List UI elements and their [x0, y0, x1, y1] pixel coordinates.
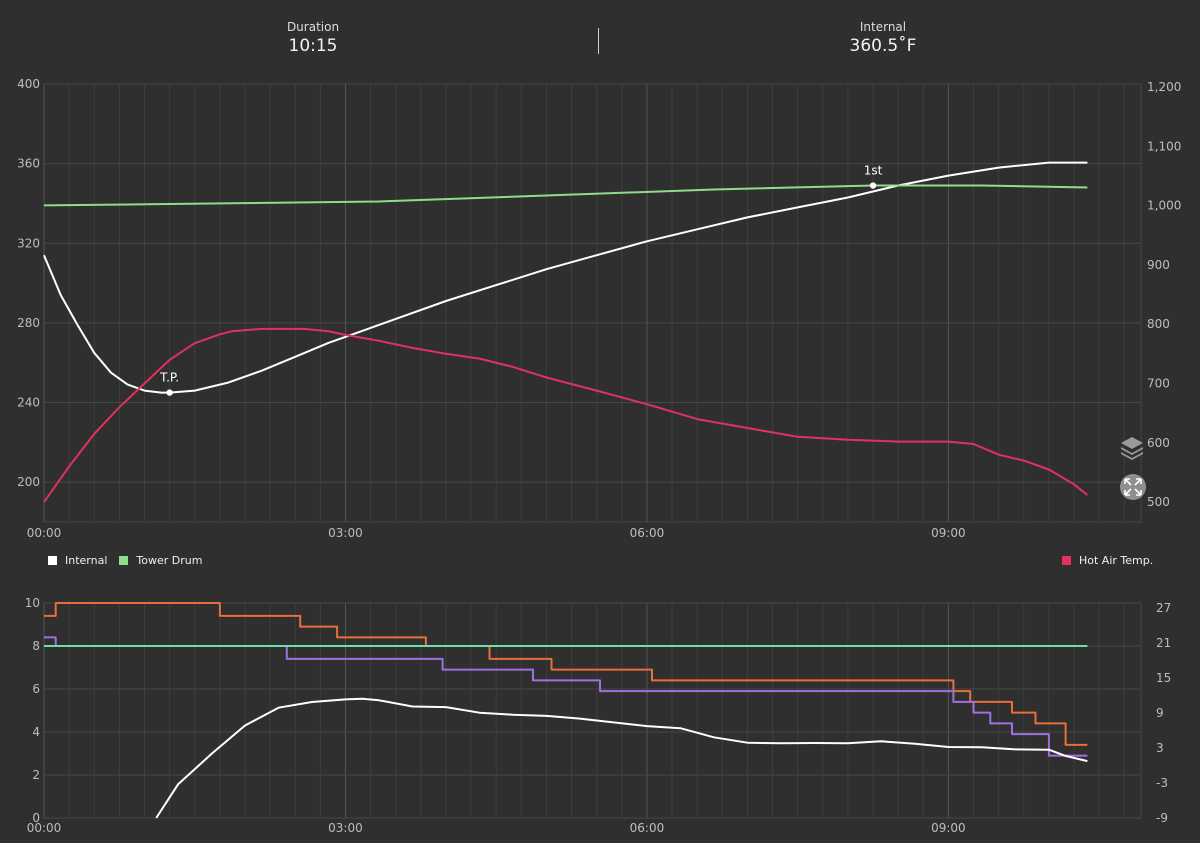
x-tick-label: 03:00 [328, 526, 363, 540]
legend-swatch [1062, 556, 1071, 565]
x-tick-label: 09:00 [931, 821, 966, 835]
y-right-tick-label: 900 [1147, 258, 1170, 272]
y-right-tick-label: 9 [1156, 706, 1164, 720]
y-left-tick-label: 4 [32, 725, 40, 739]
y-right-tick-label: 800 [1147, 317, 1170, 331]
y-right-tick-label: 15 [1156, 671, 1171, 685]
legend-label: Tower Drum [136, 554, 203, 567]
legend-swatch [48, 556, 57, 565]
legend-item[interactable]: Internal [48, 554, 107, 567]
y-right-tick-label: -9 [1156, 811, 1168, 825]
legend-item[interactable]: Hot Air Temp. [1062, 554, 1153, 567]
series-line-tower-drum [43, 184, 1088, 207]
y-left-tick-label: 10 [25, 596, 40, 610]
main-chart[interactable]: 00:00 03:00 06:00 09:00 200 240 280 320 360 400 50… [0, 0, 1200, 545]
internal-value: 360.5˚F [849, 36, 917, 56]
y-left-tick-label: 8 [32, 639, 40, 653]
expand-icon [1124, 478, 1142, 496]
y-right-tick-label: -3 [1156, 776, 1168, 790]
y-right-tick-label: 600 [1147, 436, 1170, 450]
y-left-tick-label: 200 [17, 475, 40, 489]
duration-value: 10:15 [288, 36, 338, 56]
legend-label: Internal [65, 554, 108, 567]
legend-item[interactable]: Tower Drum [119, 554, 202, 567]
y-right-tick-label: 500 [1147, 495, 1170, 509]
layers-icon [1121, 437, 1143, 460]
y-left-tick-label: 2 [32, 768, 40, 782]
x-tick-label: 00:00 [27, 821, 62, 835]
legend-right: Hot Air Temp. [1062, 554, 1165, 567]
series-line-purple-step [44, 636, 1088, 757]
x-tick-label: 03:00 [328, 821, 363, 835]
legend-label: Hot Air Temp. [1079, 554, 1154, 567]
y-right-tick-label: 21 [1156, 636, 1171, 650]
annotation-point [166, 389, 173, 396]
stats-header: Duration 10:15 Internal 360.5˚F [0, 0, 1200, 70]
series-line-orange-step [44, 602, 1088, 746]
x-tick-label: 00:00 [27, 526, 62, 540]
duration-label: Duration [286, 20, 340, 34]
legend-swatch [119, 556, 129, 565]
y-right-tick-label: 1,200 [1147, 80, 1181, 94]
internal-stat: Internal 360.5˚F [763, 20, 1003, 56]
y-left-tick-label: 6 [32, 682, 40, 696]
x-tick-label: 06:00 [630, 526, 665, 540]
expand-button[interactable] [1120, 474, 1146, 500]
y-right-tick-label: 1,000 [1147, 199, 1181, 213]
y-right-tick-label: 27 [1156, 601, 1171, 615]
y-right-tick-label: 3 [1156, 741, 1164, 755]
plot-area [43, 602, 1142, 819]
y-left-tick-label: 0 [32, 811, 40, 825]
y-left-tick-label: 400 [17, 77, 40, 91]
y-right-tick-label: 1,100 [1147, 139, 1181, 153]
x-tick-label: 09:00 [931, 526, 966, 540]
y-left-tick-label: 360 [17, 157, 40, 171]
series-line-white-noisy [155, 697, 1088, 819]
y-left-tick-label: 320 [17, 236, 40, 250]
series-line-hot-air-temp- [43, 327, 1089, 503]
annotation-label: T.P. [159, 371, 179, 385]
annotation-point [869, 182, 877, 189]
y-left-tick-label: 280 [17, 316, 40, 330]
annotation-label: 1st [864, 164, 883, 178]
layers-button[interactable] [1119, 434, 1145, 460]
series-line-internal [43, 161, 1088, 394]
header-divider [598, 28, 599, 54]
internal-label: Internal [859, 20, 907, 34]
legend-left: Internal Tower Drum [48, 554, 214, 567]
y-left-tick-label: 240 [17, 396, 40, 410]
y-right-tick-label: 700 [1147, 376, 1170, 390]
x-tick-label: 06:00 [630, 821, 665, 835]
duration-stat: Duration 10:15 [193, 20, 433, 56]
